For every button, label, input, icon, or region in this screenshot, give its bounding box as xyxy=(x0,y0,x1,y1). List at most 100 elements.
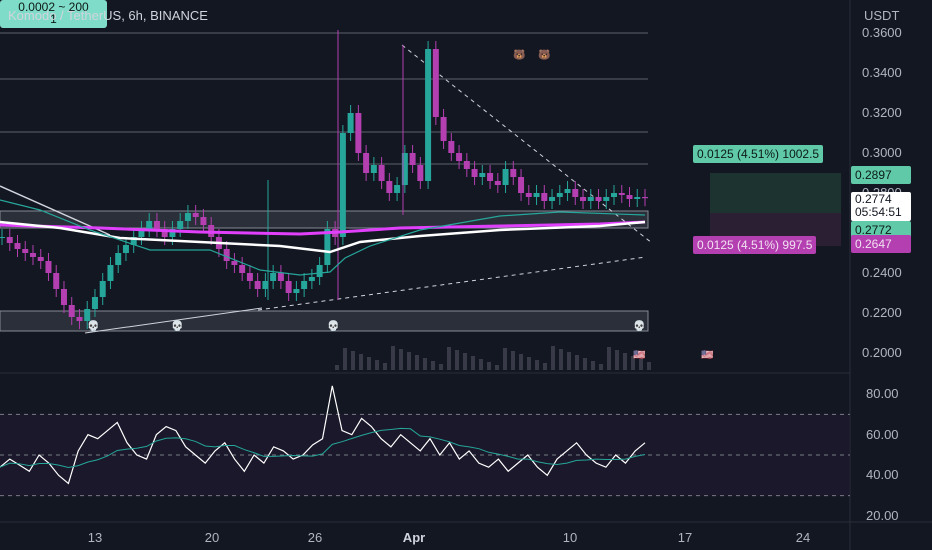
candle-body xyxy=(14,243,21,249)
candle-body xyxy=(401,153,408,185)
candle-body xyxy=(231,261,238,265)
candle-body xyxy=(184,213,191,221)
candle-body xyxy=(0,237,5,238)
volume-bar xyxy=(527,357,531,370)
volume-bar xyxy=(343,348,347,370)
candle-body xyxy=(29,253,36,257)
candle-body xyxy=(169,229,176,237)
candle-body xyxy=(494,181,501,185)
target-info-label: 0.0125 (4.51%) 1002.5 xyxy=(693,145,824,163)
volume-bar xyxy=(591,361,595,370)
rsi-tick-label: 40.00 xyxy=(866,467,899,482)
candle-body xyxy=(642,197,648,199)
rsi-ma-line xyxy=(0,427,646,468)
price-tick-label: 0.2000 xyxy=(862,345,902,360)
candle-body xyxy=(84,309,91,321)
candle-body xyxy=(130,237,137,245)
volume-bar xyxy=(367,357,371,370)
time-tick-label: 10 xyxy=(562,530,578,545)
position-qty-label: 0.0002 ~ 200 xyxy=(18,0,89,14)
volume-bar xyxy=(391,346,395,370)
position-risk-reward-box[interactable]: 0.0002 ~ 200 1 xyxy=(0,0,107,28)
candle-body xyxy=(595,197,602,201)
resistance-zone xyxy=(0,210,649,229)
candle-body xyxy=(564,189,571,193)
target-zone xyxy=(710,173,841,213)
candle-body xyxy=(316,265,323,277)
candle-body xyxy=(572,189,579,197)
candle-body xyxy=(68,305,75,317)
volume-bar xyxy=(471,356,475,370)
candle-body xyxy=(432,49,439,117)
candle-body xyxy=(533,193,540,197)
volume-bar xyxy=(359,354,363,370)
price-axis-currency: USDT xyxy=(864,8,900,23)
candle-body xyxy=(456,153,463,161)
rising-trendline xyxy=(257,256,647,311)
candle-body xyxy=(355,113,362,153)
rsi-tick-label: 20.00 xyxy=(866,508,899,523)
us-flag-event-icon[interactable]: 🇺🇸 xyxy=(701,350,714,361)
bar-countdown: 05:54:51 xyxy=(855,205,902,219)
volume-bar xyxy=(439,364,443,370)
skull-icon[interactable]: 💀 xyxy=(171,321,184,332)
candle-body xyxy=(471,169,478,177)
volume-bar xyxy=(407,352,411,370)
candle-body xyxy=(618,193,625,195)
candle-body xyxy=(91,297,98,309)
volume-bar xyxy=(623,353,627,370)
rsi-tick-label: 60.00 xyxy=(866,427,899,442)
candle-body xyxy=(626,195,633,199)
candle-body xyxy=(394,185,401,193)
candle-body xyxy=(339,133,346,237)
volume-bar xyxy=(607,347,611,370)
candle-body xyxy=(53,273,60,289)
volume-bar xyxy=(423,358,427,370)
candle-body xyxy=(308,277,315,281)
volume-bar xyxy=(503,348,507,370)
candle-body xyxy=(587,197,594,201)
time-tick-label: 20 xyxy=(204,530,220,545)
time-tick-label: 24 xyxy=(795,530,811,545)
candle-body xyxy=(37,257,44,261)
candle-body xyxy=(580,197,587,201)
volume-bar xyxy=(543,363,547,370)
volume-bar xyxy=(551,346,555,370)
candle-body xyxy=(549,197,556,201)
candle-body xyxy=(386,181,393,193)
skull-icon[interactable]: 💀 xyxy=(87,321,100,332)
volume-bar xyxy=(399,349,403,370)
support-trendline xyxy=(84,307,263,334)
us-flag-event-icon[interactable]: 🇺🇸 xyxy=(633,350,646,361)
candle-body xyxy=(285,281,292,293)
candle-body xyxy=(440,117,447,141)
candle-body xyxy=(611,193,618,197)
candle-body xyxy=(115,253,122,265)
candle-body xyxy=(301,281,308,289)
candle-body xyxy=(262,281,269,289)
candle-body xyxy=(417,165,424,181)
volume-bar xyxy=(639,359,643,370)
candle-body xyxy=(479,173,486,177)
rsi-line xyxy=(0,385,646,485)
volume-bar xyxy=(335,365,339,370)
candle-body xyxy=(122,245,129,253)
entry-price-label: 0.2772 xyxy=(851,221,911,239)
candle-body xyxy=(107,265,114,281)
take-profit-price-label: 0.2897 xyxy=(851,166,911,184)
time-tick-label: 26 xyxy=(307,530,323,545)
bear-icon[interactable]: 🐻 xyxy=(538,50,551,61)
skull-icon[interactable]: 💀 xyxy=(633,321,646,332)
volume-bar xyxy=(415,355,419,370)
volume-bar xyxy=(567,352,571,370)
bear-icon[interactable]: 🐻 xyxy=(513,50,526,61)
stop-loss-price-label: 0.2647 xyxy=(851,235,911,253)
falling-trendline xyxy=(401,44,653,244)
candle-body xyxy=(254,281,261,289)
skull-icon[interactable]: 💀 xyxy=(327,321,340,332)
candle-body xyxy=(200,217,207,225)
candle-body xyxy=(177,221,184,229)
volume-bar xyxy=(647,362,651,370)
volume-bar xyxy=(375,360,379,370)
